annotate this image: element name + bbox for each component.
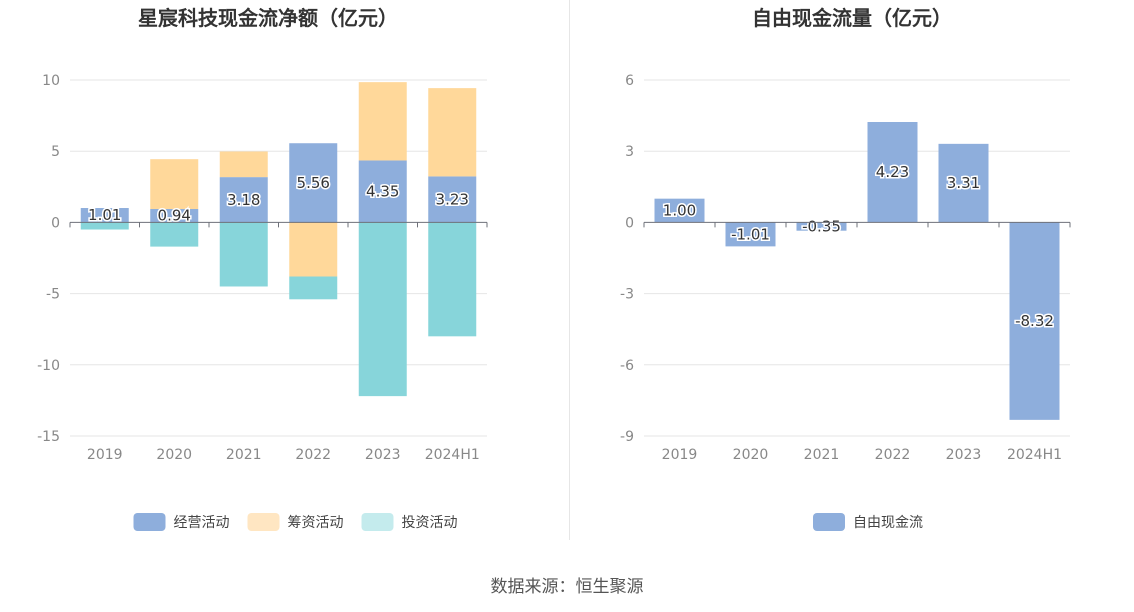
data-label: 0.94 xyxy=(158,207,191,225)
bar-自由现金流 xyxy=(654,198,705,223)
x-tick-label: 2023 xyxy=(946,447,982,463)
y-tick-label: 0 xyxy=(625,215,634,231)
panel-divider xyxy=(569,0,570,540)
bar-筹资活动 xyxy=(428,88,477,177)
data-label: -0.35 xyxy=(802,218,841,236)
chart-title: 自由现金流量（亿元） xyxy=(752,6,952,30)
y-tick-label: -6 xyxy=(620,358,634,374)
y-tick-label: -10 xyxy=(37,358,60,374)
data-label: 1.01 xyxy=(88,206,121,224)
y-tick-label: -15 xyxy=(37,429,60,445)
data-label: -1.01 xyxy=(731,225,770,243)
bar-投资活动 xyxy=(358,222,407,397)
y-tick-label: 10 xyxy=(42,73,60,89)
bar-经营活动 xyxy=(219,177,268,223)
data-label: 4.23 xyxy=(876,163,909,181)
x-tick-label: 2023 xyxy=(365,447,401,463)
bar-投资活动 xyxy=(289,276,338,300)
y-tick-label: 0 xyxy=(51,215,60,231)
data-source: 数据来源：恒生聚源 xyxy=(490,577,644,597)
bar-投资活动 xyxy=(428,222,477,337)
x-tick-label: 2019 xyxy=(662,447,698,463)
x-tick-label: 2020 xyxy=(733,447,769,463)
data-label: 5.56 xyxy=(297,174,330,192)
data-label: 3.31 xyxy=(947,174,980,192)
data-label: 3.18 xyxy=(227,191,260,209)
bar-自由现金流 xyxy=(1009,222,1060,420)
y-tick-label: 3 xyxy=(625,144,634,160)
bar-投资活动 xyxy=(219,222,268,287)
legend-label: 经营活动 xyxy=(174,515,230,531)
bar-自由现金流 xyxy=(938,143,989,223)
data-label: 1.00 xyxy=(663,202,696,220)
chart-title: 星宸科技现金流净额（亿元） xyxy=(138,6,398,30)
bar-筹资活动 xyxy=(150,159,199,210)
bar-经营活动 xyxy=(428,176,477,223)
x-tick-label: 2022 xyxy=(295,447,331,463)
data-label: 3.23 xyxy=(436,190,469,208)
legend-label: 投资活动 xyxy=(402,515,458,531)
x-tick-label: 2021 xyxy=(226,447,262,463)
x-tick-label: 2024H1 xyxy=(1007,447,1062,463)
bar-经营活动 xyxy=(150,209,199,223)
y-tick-label: -9 xyxy=(620,429,634,445)
bar-自由现金流 xyxy=(796,222,847,231)
x-tick-label: 2024H1 xyxy=(425,447,480,463)
legend-label: 自由现金流 xyxy=(853,515,923,531)
bar-筹资活动 xyxy=(358,82,407,161)
bar-筹资活动 xyxy=(219,151,268,178)
data-label: -8.32 xyxy=(1015,312,1054,330)
x-tick-label: 2019 xyxy=(87,447,123,463)
legend-swatch-投资活动 xyxy=(361,513,394,531)
x-tick-label: 2021 xyxy=(804,447,840,463)
x-tick-label: 2020 xyxy=(156,447,192,463)
y-tick-label: 5 xyxy=(51,144,60,160)
legend-swatch-筹资活动 xyxy=(247,513,280,531)
bar-投资活动 xyxy=(150,222,199,247)
bar-经营活动 xyxy=(358,160,407,223)
x-tick-label: 2022 xyxy=(875,447,911,463)
bar-经营活动 xyxy=(289,143,338,223)
y-tick-label: -3 xyxy=(620,287,634,303)
y-tick-label: -5 xyxy=(46,287,60,303)
bar-经营活动 xyxy=(80,208,129,223)
bar-自由现金流 xyxy=(725,222,776,247)
legend-label: 筹资活动 xyxy=(288,514,344,531)
data-label: 4.35 xyxy=(366,182,399,200)
bar-自由现金流 xyxy=(867,122,918,223)
y-tick-label: 6 xyxy=(625,73,634,89)
bar-筹资活动 xyxy=(289,222,338,277)
legend-swatch-经营活动 xyxy=(133,513,166,531)
legend-swatch-自由现金流 xyxy=(813,513,845,531)
bar-投资活动 xyxy=(80,222,129,230)
